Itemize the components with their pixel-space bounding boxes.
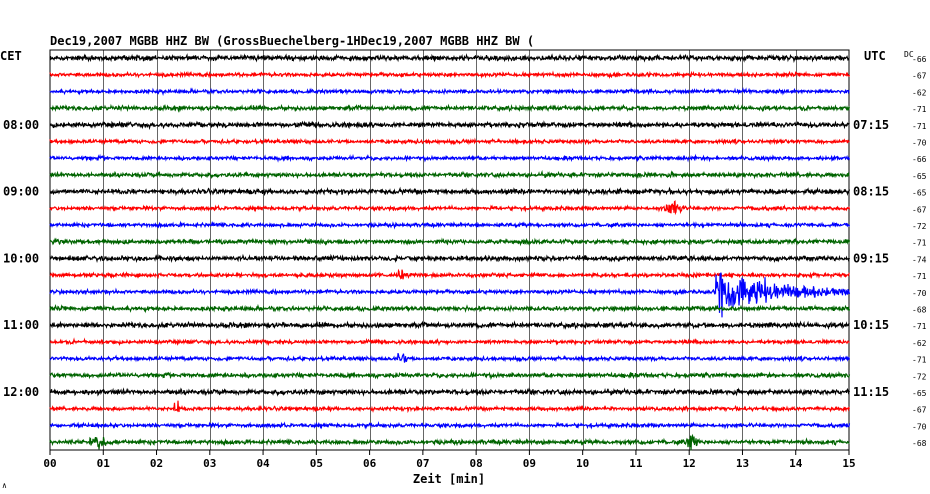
seismic-trace <box>49 303 851 314</box>
seismic-trace <box>49 370 851 381</box>
x-tick-label: 13 <box>736 457 749 470</box>
dc-value-label: -67 <box>912 205 927 214</box>
chart-title: Dec19,2007 MGBB HHZ BW (GrossBuechelberg… <box>50 34 534 48</box>
seismic-trace <box>49 137 850 146</box>
plot-frame <box>49 49 850 451</box>
right-hour-label: 08:15 <box>853 185 889 199</box>
seismic-trace <box>49 70 851 79</box>
dc-value-label: -71 <box>912 105 927 114</box>
x-tick-label: 10 <box>576 457 589 470</box>
seismic-trace <box>49 268 850 280</box>
dc-label: DC <box>904 50 914 59</box>
right-timezone-label: UTC <box>864 49 886 63</box>
right-hour-label: 07:15 <box>853 118 889 132</box>
seismic-trace <box>49 272 851 318</box>
dc-value-label: -65 <box>912 389 927 398</box>
seismic-trace <box>49 200 851 216</box>
dc-value-label: -72 <box>912 222 927 231</box>
left-hour-label: 10:00 <box>3 251 39 265</box>
dc-value-label: -67 <box>912 406 927 415</box>
seismic-trace <box>49 186 851 197</box>
seismic-trace <box>49 320 850 331</box>
x-tick-label: 06 <box>363 457 377 470</box>
left-timezone-label: CET <box>0 49 22 63</box>
dc-value-label: -71 <box>912 122 927 131</box>
left-hour-label: 08:00 <box>3 118 39 132</box>
dc-value-label: -70 <box>912 289 927 298</box>
seismic-trace <box>49 353 851 363</box>
seismic-trace <box>49 119 850 131</box>
dc-value-label: -71 <box>912 272 927 281</box>
seismic-trace <box>49 86 850 96</box>
x-tick-label: 05 <box>310 457 323 470</box>
x-tick-label: 00 <box>43 457 56 470</box>
seismic-trace <box>49 253 851 264</box>
left-hour-label: 11:00 <box>3 318 39 332</box>
x-tick-label: 07 <box>416 457 429 470</box>
dc-value-label: -65 <box>912 189 927 198</box>
seismic-trace <box>49 237 851 247</box>
dc-value-label: -62 <box>912 339 927 348</box>
x-tick-label: 14 <box>789 457 803 470</box>
seismic-trace <box>49 103 851 113</box>
left-hour-label: 09:00 <box>3 185 39 199</box>
dc-value-label: -74 <box>912 255 927 264</box>
seismic-trace <box>49 421 851 430</box>
x-tick-label: 15 <box>842 457 855 470</box>
dc-value-label: -66 <box>912 55 927 64</box>
x-tick-label: 08 <box>470 457 483 470</box>
seismic-trace <box>49 433 850 451</box>
right-hour-label: 09:15 <box>853 251 889 265</box>
x-tick-label: 09 <box>523 457 536 470</box>
x-tick-label: 12 <box>683 457 696 470</box>
dc-value-label: -68 <box>912 439 927 448</box>
grid-lines <box>49 49 850 451</box>
x-tick-label: 01 <box>97 457 111 470</box>
right-hour-label: 11:15 <box>853 385 889 399</box>
label-group: 08:00 09:00 10:00 11:00 12:00 07:15 08:15 09:15… <box>3 55 927 470</box>
seismic-trace <box>49 153 851 163</box>
x-tick-label: 02 <box>150 457 163 470</box>
dc-value-label: -67 <box>912 72 927 81</box>
seismic-trace <box>49 220 851 230</box>
dc-value-label: -70 <box>912 139 927 148</box>
x-tick-label: 11 <box>629 457 643 470</box>
dc-value-label: -71 <box>912 356 927 365</box>
dc-value-label: -72 <box>912 372 927 381</box>
left-hour-label: 12:00 <box>3 385 39 399</box>
seismic-trace <box>49 53 850 64</box>
dc-value-label: -71 <box>912 239 927 248</box>
seismic-trace <box>49 337 850 347</box>
dc-value-label: -68 <box>912 306 927 315</box>
x-axis-label: Zeit [min] <box>413 472 485 486</box>
dc-value-label: -71 <box>912 322 927 331</box>
x-tick-label: 04 <box>256 457 270 470</box>
dc-value-label: -66 <box>912 155 927 164</box>
seismic-trace <box>49 169 850 180</box>
dc-value-label: -62 <box>912 88 927 97</box>
dc-value-label: -70 <box>912 422 927 431</box>
right-hour-label: 10:15 <box>853 318 889 332</box>
dc-value-label: -65 <box>912 172 927 181</box>
trace-group <box>49 53 851 451</box>
x-tick-label: 03 <box>203 457 216 470</box>
seismic-trace <box>49 400 851 414</box>
seismic-trace <box>49 387 851 397</box>
corner-mark: ∧ <box>2 481 7 490</box>
